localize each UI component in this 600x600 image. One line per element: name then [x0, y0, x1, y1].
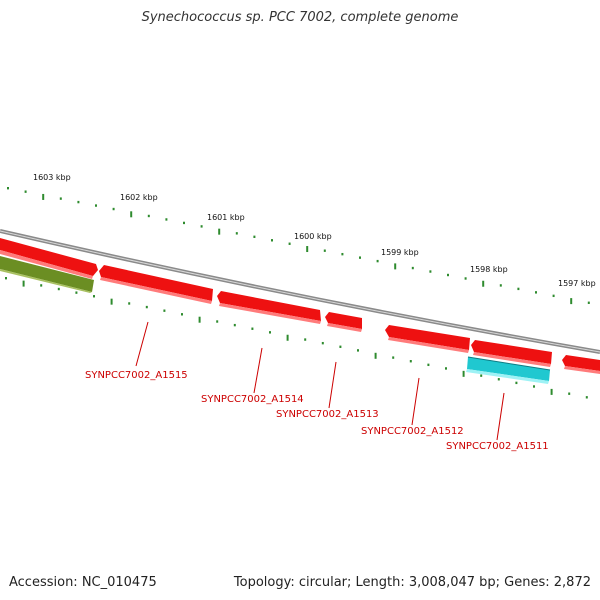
scale-label: 1597 kbp	[558, 279, 596, 288]
inner-tick-track	[5, 277, 588, 399]
genome-summary-text: Topology: circular; Length: 3,008,047 bp…	[233, 575, 591, 590]
scale-label: 1601 kbp	[207, 213, 245, 222]
gene-label-a1514[interactable]: SYNPCC7002_A1514	[201, 394, 304, 405]
outer-tick-track	[7, 187, 590, 305]
scale-label: 1598 kbp	[470, 265, 508, 274]
gene-feature-a1512[interactable]	[385, 325, 470, 353]
gene-feature-a1511[interactable]	[471, 340, 552, 367]
gene-leader-lines	[135, 321, 505, 441]
gene-feature-a1514[interactable]	[217, 291, 321, 324]
genome-title: Synechococcus sp. PCC 7002, complete gen…	[141, 10, 459, 25]
gene-label-a1512[interactable]: SYNPCC7002_A1512	[361, 426, 464, 437]
gene-feature-rna[interactable]	[466, 356, 551, 384]
gene-label-a1513[interactable]: SYNPCC7002_A1513	[276, 409, 379, 420]
scale-label: 1600 kbp	[294, 232, 332, 241]
gene-feature-forward-right[interactable]	[562, 355, 600, 374]
gene-label-a1515[interactable]: SYNPCC7002_A1515	[85, 370, 188, 381]
scale-label: 1599 kbp	[381, 248, 419, 257]
gene-feature-other[interactable]	[0, 256, 94, 293]
scale-label: 1603 kbp	[33, 173, 71, 182]
scale-label: 1602 kbp	[120, 193, 158, 202]
gene-feature-forward[interactable]	[0, 238, 98, 279]
scale-labels: 1603 kbp 1602 kbp 1601 kbp 1600 kbp 1599 kbp…	[33, 173, 596, 288]
accession-text: Accession: NC_010475	[9, 575, 157, 590]
backbone	[0, 229, 600, 354]
gene-labels: SYNPCC7002_A1515 SYNPCC7002_A1514 SYNPCC…	[85, 370, 549, 452]
gene-feature-a1513[interactable]	[325, 312, 362, 332]
gene-label-a1511[interactable]: SYNPCC7002_A1511	[446, 441, 549, 452]
gene-feature-a1515[interactable]	[99, 265, 213, 304]
